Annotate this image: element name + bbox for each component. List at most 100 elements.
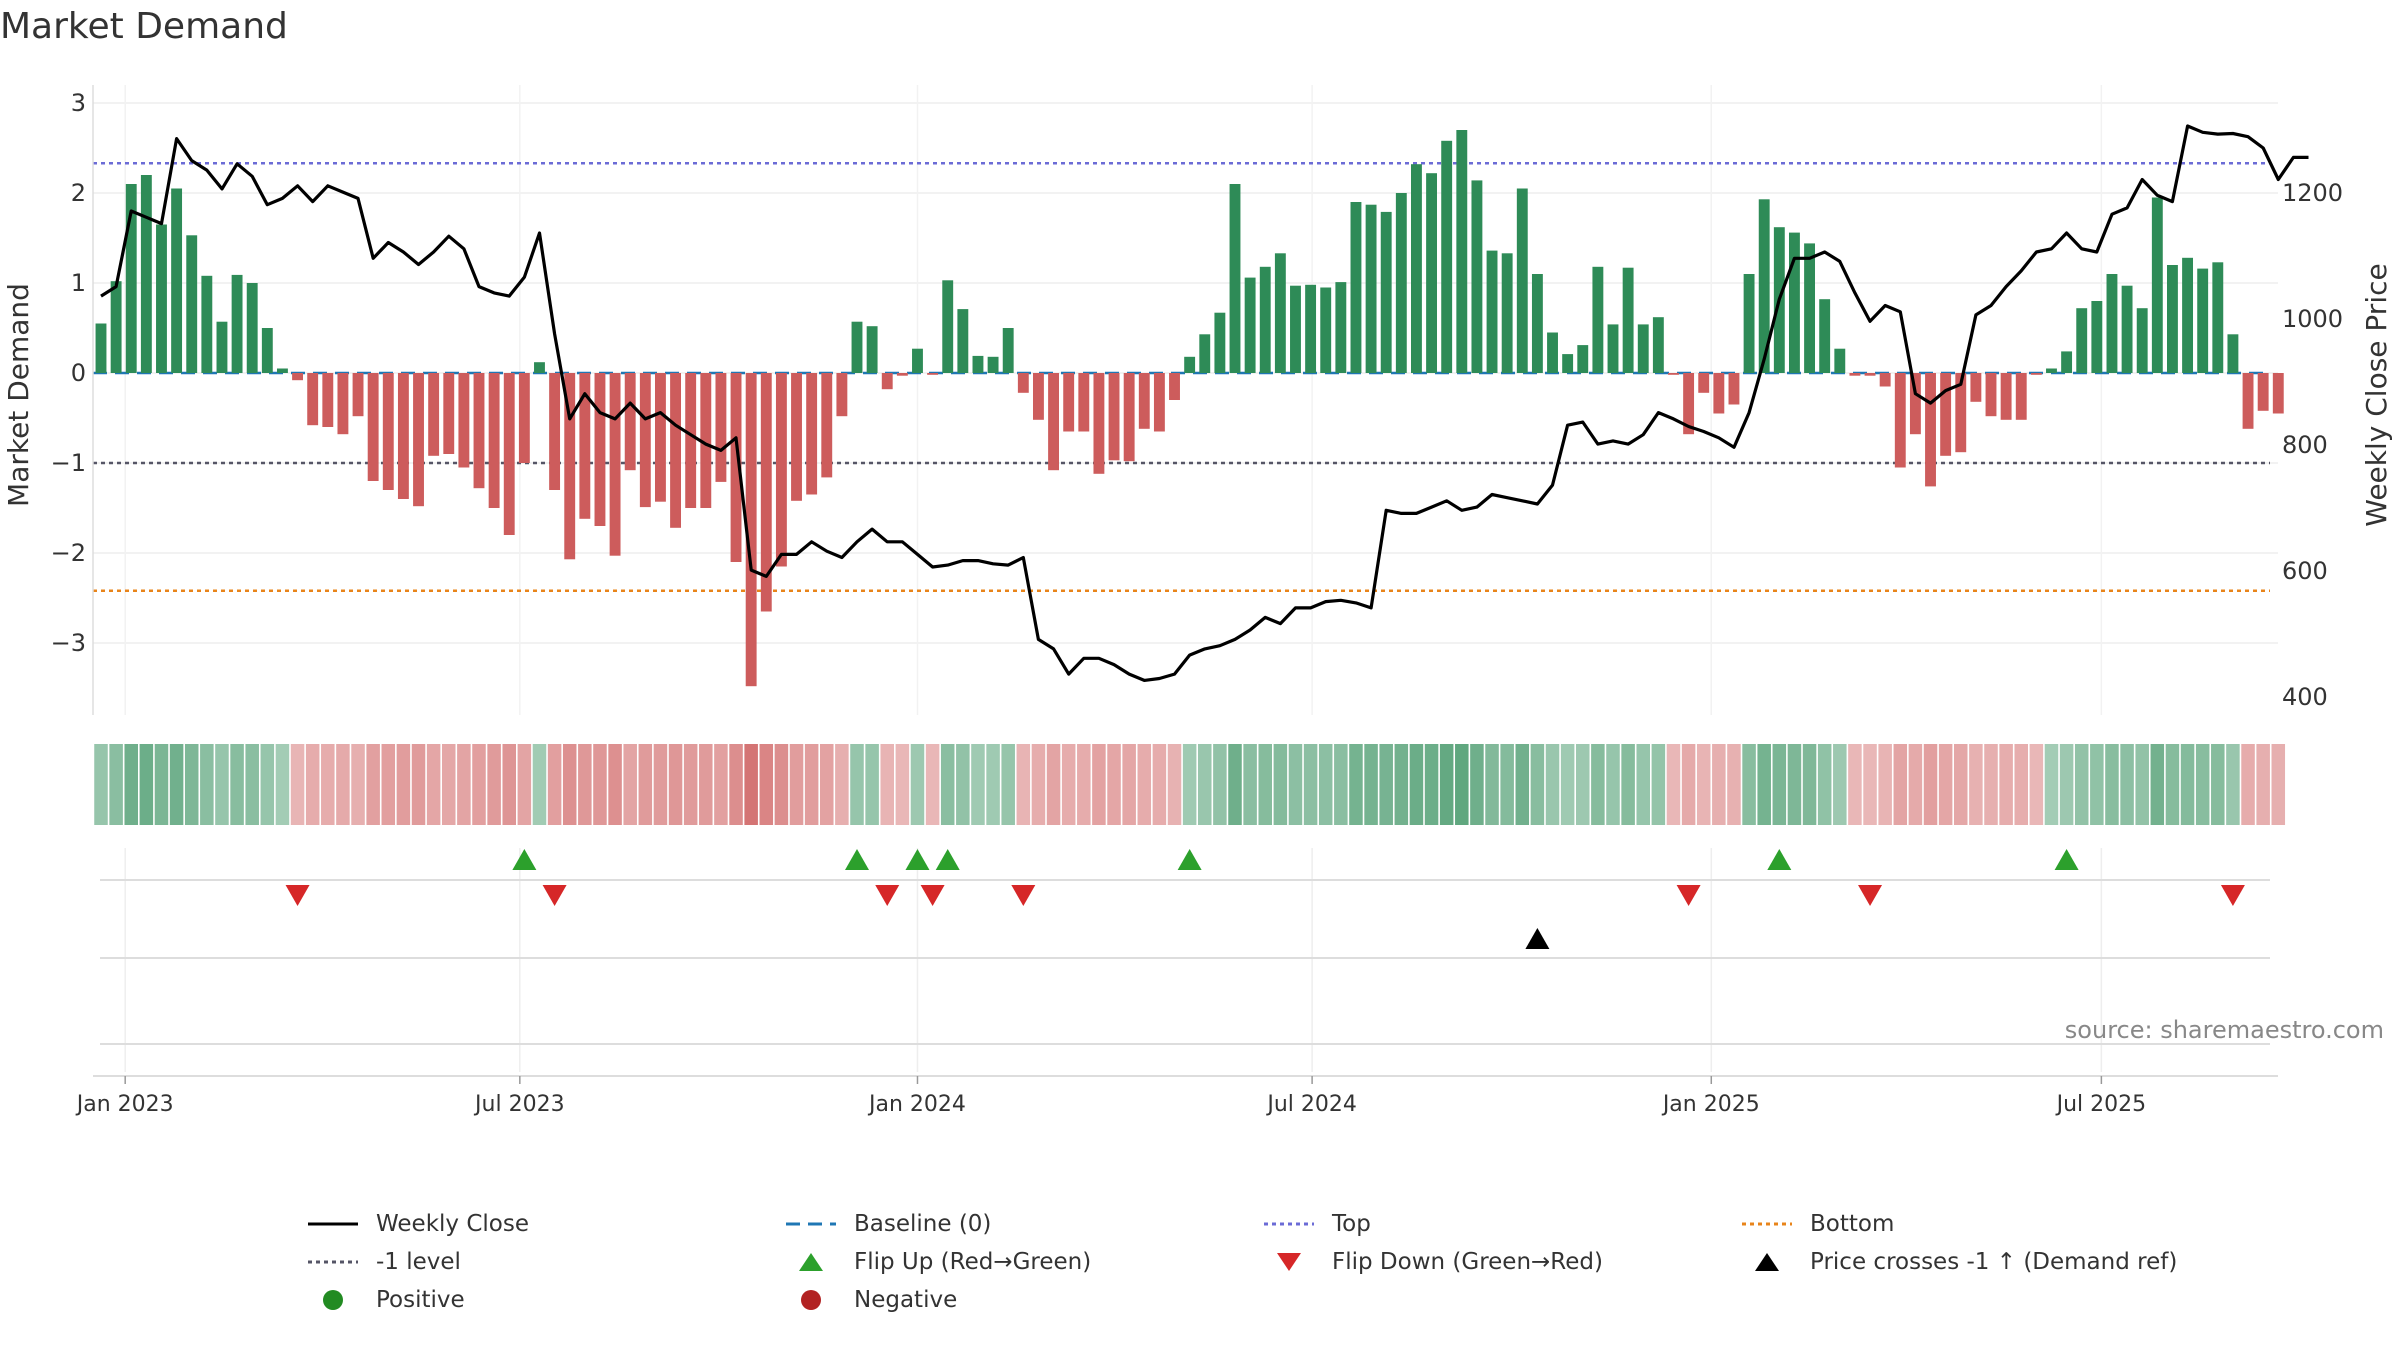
demand-bar-negative: [428, 373, 440, 456]
demand-bar-negative: [639, 373, 651, 508]
strip-cell-negative: [1077, 744, 1091, 825]
strip-cell-negative: [336, 744, 350, 825]
demand-bar-positive: [1637, 324, 1649, 373]
strip-cell-negative: [774, 744, 789, 825]
strip-cell-negative: [729, 744, 743, 825]
demand-bar-negative: [624, 373, 636, 471]
demand-bar-negative: [488, 373, 500, 508]
demand-bar-negative: [337, 373, 349, 435]
demand-bar-negative: [2257, 373, 2269, 411]
demand-bar-positive: [110, 281, 122, 373]
demand-bar-negative: [806, 373, 818, 495]
demand-bar-negative: [2242, 373, 2254, 429]
strip-cell-negative: [623, 744, 637, 825]
demand-bar-negative: [443, 373, 455, 454]
strip-cell-positive: [1560, 744, 1575, 825]
demand-bar-negative: [413, 373, 424, 507]
strip-cell-positive: [154, 744, 169, 825]
y-tick-label: −2: [51, 539, 86, 567]
demand-bar-positive: [1350, 202, 1362, 373]
strip-cell-positive: [1545, 744, 1560, 825]
legend-label: Negative: [854, 1287, 958, 1313]
demand-bar-negative: [1048, 373, 1060, 471]
demand-bar-positive: [261, 328, 273, 373]
strip-cell-negative: [1092, 744, 1106, 825]
strip-cell-negative: [366, 744, 380, 825]
demand-bar-negative: [564, 373, 576, 560]
demand-bar-negative: [307, 373, 319, 426]
demand-bar-positive: [156, 224, 167, 373]
demand-bar-negative: [1940, 373, 1952, 456]
legend-label: Top: [1332, 1211, 1371, 1237]
strip-cell-negative: [578, 744, 592, 825]
demand-bar-positive: [1290, 285, 1301, 373]
y2-tick-label: 1200: [2282, 179, 2343, 207]
strip-cell-positive: [2105, 744, 2119, 825]
demand-bar-negative: [1063, 373, 1075, 432]
flip-up-marker: [2054, 849, 2079, 870]
demand-bar-positive: [1320, 287, 1332, 373]
weekly-close-line: [100, 124, 2309, 683]
x-tick-label: Jan 2024: [867, 1092, 966, 1117]
demand-bar-negative: [775, 373, 787, 567]
strip-cell-negative: [562, 744, 577, 825]
demand-bar-positive: [972, 355, 984, 373]
demand-bar-negative: [2015, 373, 2027, 420]
demand-bar-negative: [654, 373, 666, 502]
strip-cell-negative: [426, 744, 441, 825]
demand-bar-negative: [1078, 373, 1090, 432]
demand-bar-positive: [1562, 354, 1574, 373]
demand-bar-negative: [322, 373, 334, 427]
strip-cell-negative: [381, 744, 396, 825]
demand-bar-negative: [1138, 373, 1150, 429]
demand-bar-positive: [1819, 299, 1831, 373]
demand-bar-negative: [594, 373, 606, 526]
legend-item: Positive: [300, 1287, 778, 1313]
flip-down-marker: [1676, 885, 1701, 906]
strip-cell-positive: [1318, 744, 1333, 825]
demand-bar-positive: [1804, 243, 1816, 373]
strip-cell-positive: [1757, 744, 1771, 825]
demand-bar-positive: [1002, 328, 1014, 373]
strip-cell-negative: [2271, 744, 2286, 825]
demand-bar-negative: [1683, 373, 1695, 435]
strip-cell-negative: [2256, 744, 2270, 825]
demand-bar-negative: [745, 373, 757, 687]
strip-cell-positive: [1379, 744, 1393, 825]
demand-bar-positive: [231, 274, 243, 373]
strip-cell-positive: [956, 744, 970, 825]
demand-bar-positive: [866, 326, 878, 373]
strip-cell-positive: [139, 744, 154, 825]
demand-bar-negative: [1970, 373, 1982, 402]
legend-item: Flip Up (Red→Green): [778, 1249, 1256, 1275]
y2-tick-label: 600: [2282, 557, 2328, 585]
strip-cell-positive: [1273, 744, 1288, 825]
demand-bar-negative: [1849, 373, 1861, 376]
strip-cell-positive: [1470, 744, 1484, 825]
demand-bar-negative: [1698, 373, 1710, 393]
demand-bar-negative: [382, 373, 394, 490]
legend-symbol-icon: [1755, 1253, 1779, 1271]
demand-bar-positive: [1426, 173, 1438, 373]
demand-bar-negative: [1864, 373, 1876, 376]
strip-cell-negative: [653, 744, 668, 825]
strip-cell-positive: [1213, 744, 1227, 825]
strip-cell-positive: [1394, 744, 1409, 825]
strip-cell-negative: [744, 744, 758, 825]
strip-cell-positive: [1802, 744, 1817, 825]
strip-cell-negative: [1696, 744, 1711, 825]
legend-label: Baseline (0): [854, 1211, 992, 1237]
strip-cell-negative: [835, 744, 849, 825]
strip-cell-negative: [517, 744, 532, 825]
demand-bar-negative: [1093, 373, 1105, 474]
x-tick-label: Jan 2025: [1661, 1092, 1760, 1117]
demand-bar-negative: [2030, 373, 2042, 375]
demand-bar-positive: [186, 235, 198, 373]
demand-bar-negative: [367, 373, 379, 481]
strip-cell-positive: [1742, 744, 1756, 825]
demand-bar-positive: [1335, 282, 1347, 373]
strip-cell-positive: [215, 744, 229, 825]
demand-bar-positive: [276, 368, 288, 373]
y-tick-label: −3: [51, 629, 86, 657]
strip-cell-positive: [940, 744, 955, 825]
